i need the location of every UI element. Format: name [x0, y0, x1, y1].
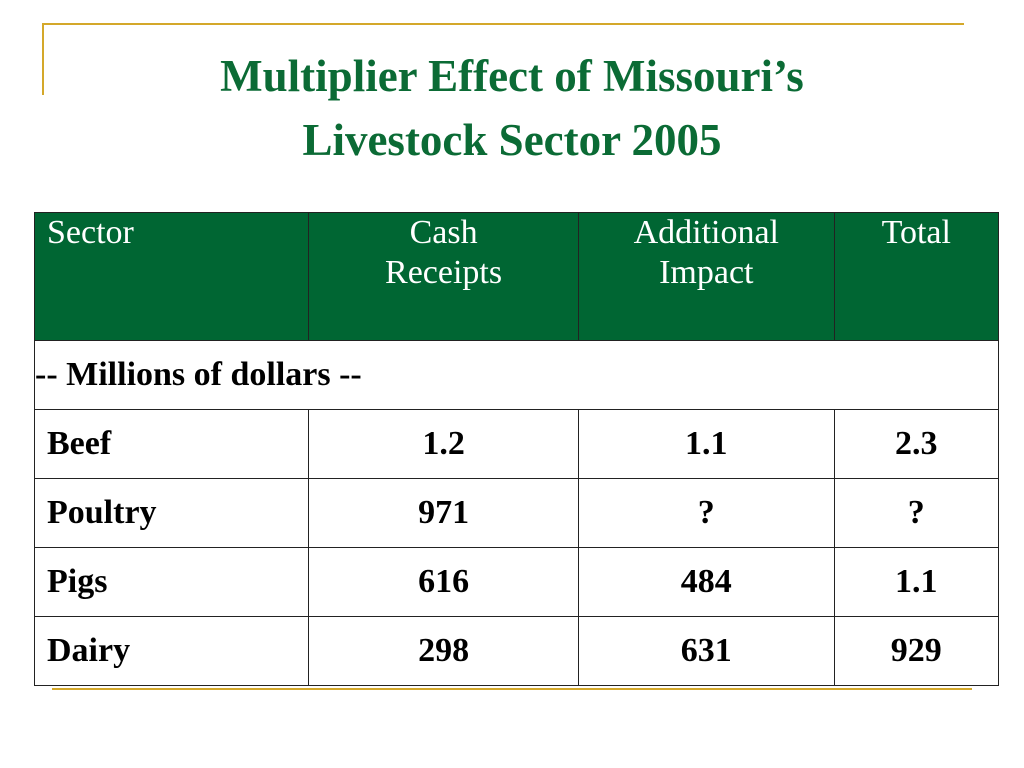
table-row: Beef 1.2 1.1 2.3	[33, 409, 1000, 479]
cell-total: 929	[833, 616, 1000, 686]
cell-cash-receipts: 1.2	[308, 409, 580, 479]
cell-cash-receipts: 616	[308, 547, 580, 617]
header-additional-impact: Additional Impact	[578, 212, 835, 341]
cell-additional-impact: 631	[578, 616, 835, 686]
slide-title-line-1: Multiplier Effect of Missouri’s	[220, 51, 804, 101]
top-decorative-line	[42, 23, 964, 25]
header-cash-receipts-line-2: Receipts	[385, 254, 503, 291]
cell-total: ?	[833, 478, 1000, 548]
units-label: -- Millions of dollars --	[34, 340, 999, 410]
cell-total: 1.1	[833, 547, 1000, 617]
cell-cash-receipts: 298	[308, 616, 580, 686]
header-additional-impact-line-1: Additional	[633, 214, 779, 251]
header-total: Total	[833, 212, 1000, 341]
slide-title-line-2: Livestock Sector 2005	[302, 115, 722, 165]
cell-additional-impact: 1.1	[578, 409, 835, 479]
cell-sector: Beef	[33, 409, 310, 479]
cell-total: 2.3	[833, 409, 1000, 479]
header-additional-impact-line-2: Impact	[659, 254, 754, 291]
cell-sector: Poultry	[33, 478, 310, 548]
header-cash-receipts-line-1: Cash	[409, 214, 478, 251]
header-sector: Sector	[33, 212, 310, 341]
table-row: Pigs 616 484 1.1	[33, 547, 1000, 617]
units-row: -- Millions of dollars --	[34, 340, 999, 410]
cell-sector: Pigs	[33, 547, 310, 617]
table-row: Dairy 298 631 929	[33, 616, 1000, 686]
multiplier-table: Sector Cash Receipts Additional Impact T…	[33, 212, 1000, 686]
cell-additional-impact: ?	[578, 478, 835, 548]
cell-additional-impact: 484	[578, 547, 835, 617]
left-decorative-line	[42, 23, 44, 95]
cell-cash-receipts: 971	[308, 478, 580, 548]
table-row: Poultry 971 ? ?	[33, 478, 1000, 548]
table-header-row: Sector Cash Receipts Additional Impact T…	[33, 212, 1000, 341]
bottom-decorative-line	[52, 688, 972, 690]
slide-title: Multiplier Effect of Missouri’s Livestoc…	[0, 44, 1024, 172]
header-cash-receipts: Cash Receipts	[308, 212, 580, 341]
cell-sector: Dairy	[33, 616, 310, 686]
